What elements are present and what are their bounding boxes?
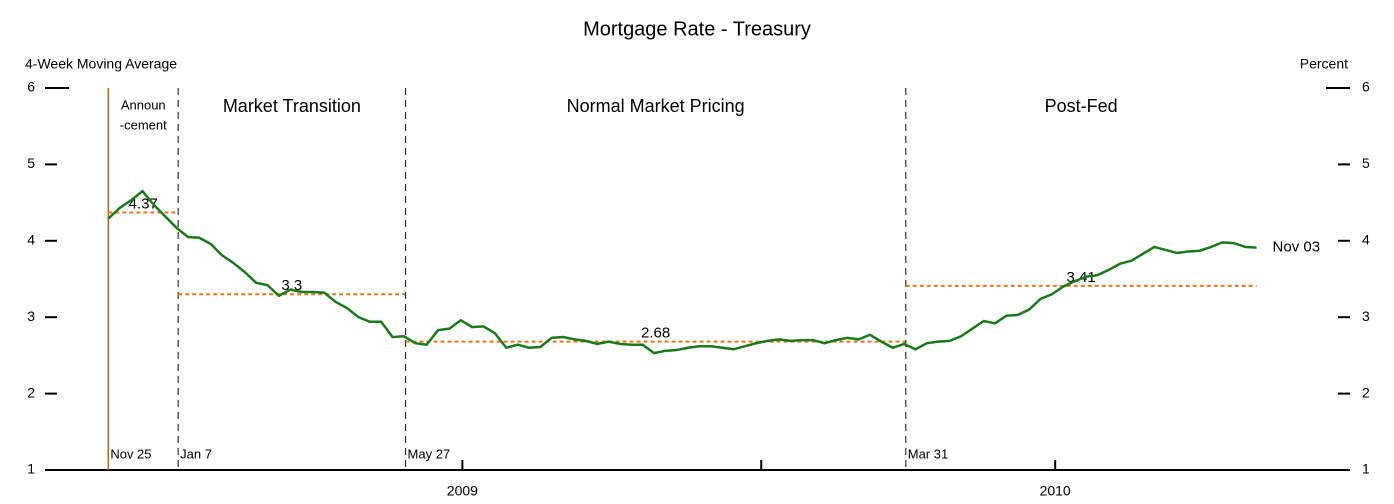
y2-tick-label: 2 [1362,384,1370,400]
y2-tick-label: 1 [1362,461,1370,477]
y2-tick-label: 5 [1362,155,1370,171]
y2-tick-label: 6 [1362,79,1370,95]
end-label: Nov 03 [1273,239,1321,256]
y-tick-label: 6 [27,79,35,95]
x-tick-label: 2010 [1040,483,1071,499]
y-tick-label: 3 [27,308,35,324]
chart-title: Mortgage Rate - Treasury [583,18,811,40]
x-tick-label: 2009 [447,483,478,499]
y2-axis-label: Percent [1300,56,1348,72]
y-tick-label: 2 [27,384,35,400]
y-tick-label: 5 [27,155,35,171]
y-axis-label: 4-Week Moving Average [25,56,177,72]
period-label: Normal Market Pricing [567,96,745,116]
y-tick-label: 1 [27,461,35,477]
period-label: Announ [121,97,166,112]
period-label: Post-Fed [1045,96,1118,116]
y2-tick-label: 3 [1362,308,1370,324]
y-tick-label: 4 [27,232,35,248]
period-start-label: Mar 31 [908,446,948,461]
data-line [107,189,1257,355]
period-label: Market Transition [223,96,361,116]
y2-tick-label: 4 [1362,232,1370,248]
period-label: -cement [120,117,167,132]
period-mean-label: 2.68 [641,325,670,342]
period-start-label: May 27 [408,446,451,461]
period-start-label: Nov 25 [110,446,151,461]
period-start-label: Jan 7 [180,446,212,461]
